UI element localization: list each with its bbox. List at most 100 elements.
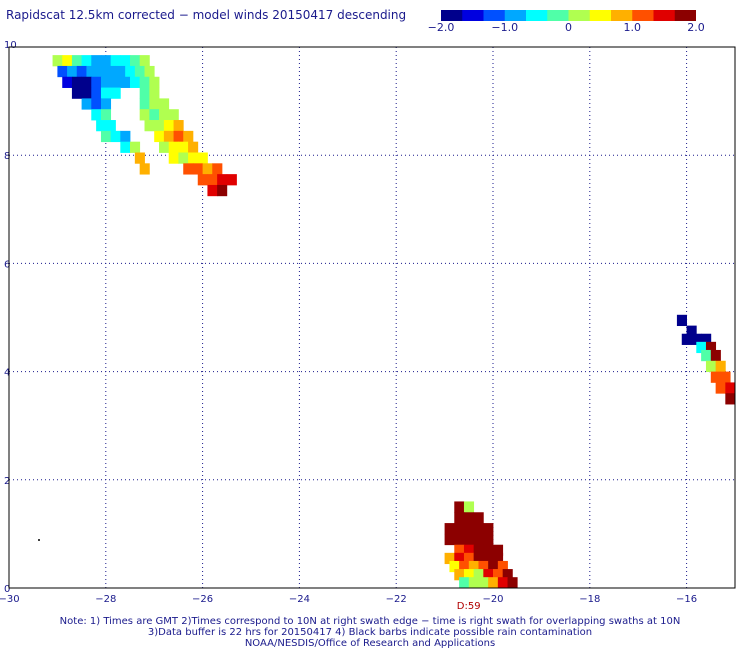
wind-cell-northwest [91, 87, 102, 99]
wind-cell-south [483, 523, 494, 535]
wind-cell-northwest [120, 76, 131, 88]
color-scale-tick-label: 1.0 [623, 21, 642, 34]
wind-cell-northwest [159, 98, 170, 110]
wind-cell-south [444, 533, 455, 546]
wind-cell-northwest [100, 76, 112, 88]
wind-cell-northwest [183, 130, 194, 143]
wind-cell-northwest [226, 174, 237, 186]
longitude-label: −28 [95, 594, 116, 605]
wind-cell-northwest [197, 174, 208, 186]
wind-cell-south [483, 533, 494, 546]
wind-cell-northwest [67, 65, 78, 78]
wind-cell-east [715, 360, 726, 372]
wind-cell-south [493, 544, 504, 556]
wind-cell-northwest [192, 163, 203, 175]
wind-cell-northwest [130, 76, 141, 88]
swath-time-label: D:59 [456, 600, 481, 612]
wind-cell-northwest [62, 55, 73, 67]
wind-cell-northwest [134, 152, 145, 164]
wind-cell-northwest [139, 98, 150, 110]
wind-cell-northwest [217, 184, 228, 197]
wind-cell-northwest [178, 152, 189, 164]
color-scale-tick-label: −1.0 [491, 21, 519, 34]
wind-cell-south [459, 560, 470, 573]
wind-cell-northwest [139, 76, 150, 88]
wind-cell-south [473, 569, 484, 581]
wind-cell-northwest [149, 76, 160, 88]
wind-cell-northwest [173, 130, 184, 143]
longitude-label: −30 [0, 594, 20, 605]
color-scale-tick-label: 2.0 [687, 21, 705, 34]
wind-cell-northwest [163, 120, 174, 132]
color-scale-swatch [547, 10, 569, 21]
wind-cell-northwest [139, 55, 150, 67]
wind-cell-northwest [91, 76, 102, 88]
color-scale-swatch [589, 10, 612, 21]
color-scale-swatch [674, 10, 696, 21]
wind-cell-northwest [62, 76, 73, 88]
wind-cell-northwest [188, 141, 199, 153]
longitude-label: −20 [482, 594, 503, 605]
wind-cell-northwest [110, 87, 121, 99]
color-scale-bar [441, 10, 696, 21]
wind-cell-northwest [81, 55, 92, 67]
wind-cell-northwest [130, 55, 141, 67]
wind-cell-south [468, 577, 479, 589]
wind-cell-south [463, 533, 475, 546]
wind-cell-northwest [100, 130, 112, 143]
wind-cell-northwest [149, 98, 160, 110]
wind-cell-south [459, 577, 470, 589]
color-scale-swatch [632, 10, 654, 21]
wind-cell-northwest [81, 76, 92, 88]
wind-cell-south [454, 533, 465, 546]
latitude-label: 0 [4, 584, 10, 595]
wind-cell-south [463, 552, 475, 565]
wind-cell-south [454, 501, 465, 513]
color-scale-swatch [611, 10, 633, 21]
wind-cells [52, 55, 736, 589]
wind-cell-northwest [110, 55, 121, 67]
latitude-label: 8 [4, 151, 10, 162]
wind-cell-northwest [154, 120, 165, 132]
wind-cell-south [478, 577, 489, 589]
map-title: Rapidscat 12.5km corrected − model winds… [6, 8, 407, 22]
color-scale-swatch [462, 10, 484, 21]
wind-cell-south [488, 577, 499, 589]
wind-cell-east [710, 371, 721, 383]
wind-cell-northwest [81, 98, 92, 110]
wind-cell-northwest [149, 109, 160, 121]
wind-cell-south [473, 523, 484, 535]
wind-cell-northwest [120, 55, 131, 67]
wind-cell-northwest [125, 65, 136, 78]
latitude-label: 10 [4, 40, 17, 51]
wind-cell-south [454, 512, 465, 524]
stray-mark [38, 539, 40, 541]
wind-cell-south [468, 560, 479, 573]
color-scale-swatch [504, 10, 527, 21]
wind-cell-south [454, 523, 465, 535]
wind-cell-northwest [120, 141, 131, 153]
wind-cell-northwest [173, 120, 184, 132]
wind-cell-northwest [91, 109, 102, 121]
wind-cell-east [681, 333, 692, 345]
wind-cell-northwest [91, 55, 102, 67]
wind-cell-south [463, 544, 475, 556]
wind-cell-south [473, 512, 484, 524]
wind-cell-northwest [207, 174, 218, 186]
wind-cell-south [463, 569, 475, 581]
wind-cell-south [463, 512, 475, 524]
wind-cell-northwest [149, 87, 160, 99]
wind-cell-northwest [207, 184, 218, 197]
color-scale-swatch [568, 10, 591, 21]
wind-cell-south [488, 560, 499, 573]
wind-cell-south [493, 569, 504, 581]
wind-cell-south [454, 552, 465, 565]
longitude-label: −22 [386, 594, 407, 605]
wind-cell-east [705, 360, 717, 372]
wind-cell-northwest [105, 120, 116, 132]
wind-cell-northwest [100, 87, 112, 99]
wind-cell-south [449, 560, 460, 573]
wind-cell-south [454, 544, 465, 556]
wind-cell-south [483, 569, 494, 581]
